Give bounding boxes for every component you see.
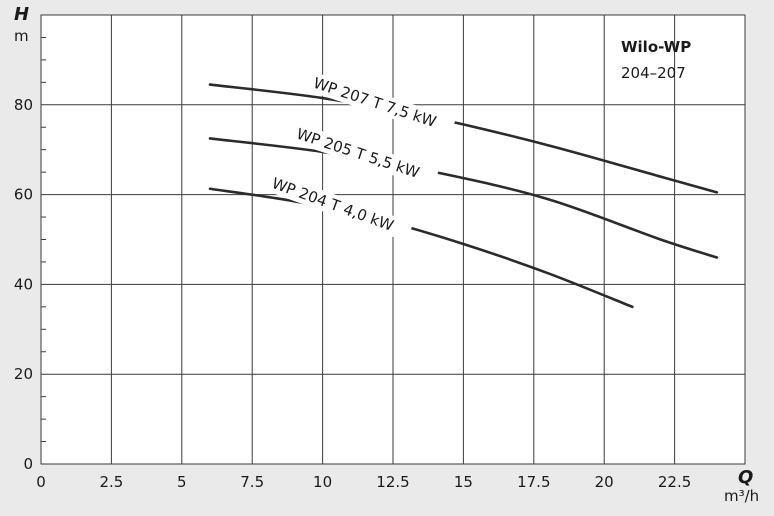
x-tick-label: 0 [36,473,46,491]
x-tick-label: 20 [595,473,614,491]
y-tick-labels: 0 20 40 60 80 [14,96,33,473]
series-line [208,187,634,309]
x-tick-label: 17.5 [517,473,550,491]
y-tick-label: 60 [14,186,33,204]
x-tick-label: 10 [313,473,332,491]
x-axis-label: Q [738,467,753,488]
x-tick-label: 15 [454,473,473,491]
x-tick-label: 7.5 [240,473,264,491]
series-line [208,137,719,259]
curve-label-background [278,118,439,189]
curve-label-background [295,67,456,138]
y-tick-label: 20 [14,365,33,383]
y-axis-label: H [14,4,29,25]
x-axis-unit: m³/h [724,487,759,505]
performance-curves [208,83,719,309]
grid-lines [41,15,745,464]
x-tick-label: 12.5 [376,473,409,491]
y-tick-label: 40 [14,275,33,293]
x-tick-labels: 0 2.5 5 7.5 10 12.5 15 17.5 20 22.5 [36,473,691,491]
chart-subtitle: 204–207 [621,64,686,82]
x-tick-label: 5 [177,473,187,491]
x-tick-label: 2.5 [99,473,123,491]
chart-title: Wilo-WP [621,38,691,56]
y-axis-unit: m [14,27,29,45]
y-tick-label: 0 [23,455,33,473]
series-line [208,83,719,194]
x-tick-label: 22.5 [658,473,691,491]
y-tick-label: 80 [14,96,33,114]
curve-label-background [254,167,414,242]
